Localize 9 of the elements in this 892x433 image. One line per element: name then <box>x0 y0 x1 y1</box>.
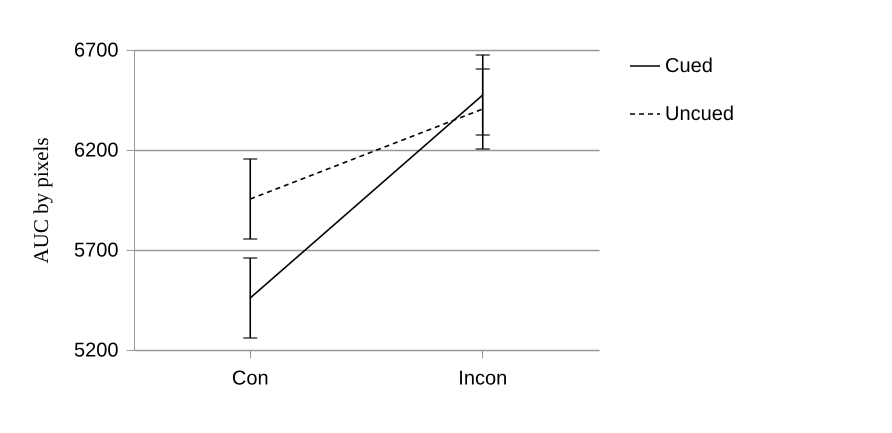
y-tick-label: 5700 <box>74 240 118 262</box>
y-axis-title: AUC by pixels <box>29 138 54 264</box>
y-tick-label: 6200 <box>74 140 118 162</box>
x-tick-label: Incon <box>458 368 508 390</box>
y-tick-label: 6700 <box>74 40 118 62</box>
legend-label: Uncued <box>665 103 734 125</box>
legend-label: Cued <box>665 55 713 77</box>
y-tick-label: 5200 <box>74 340 118 362</box>
x-tick-label: Con <box>232 368 269 390</box>
